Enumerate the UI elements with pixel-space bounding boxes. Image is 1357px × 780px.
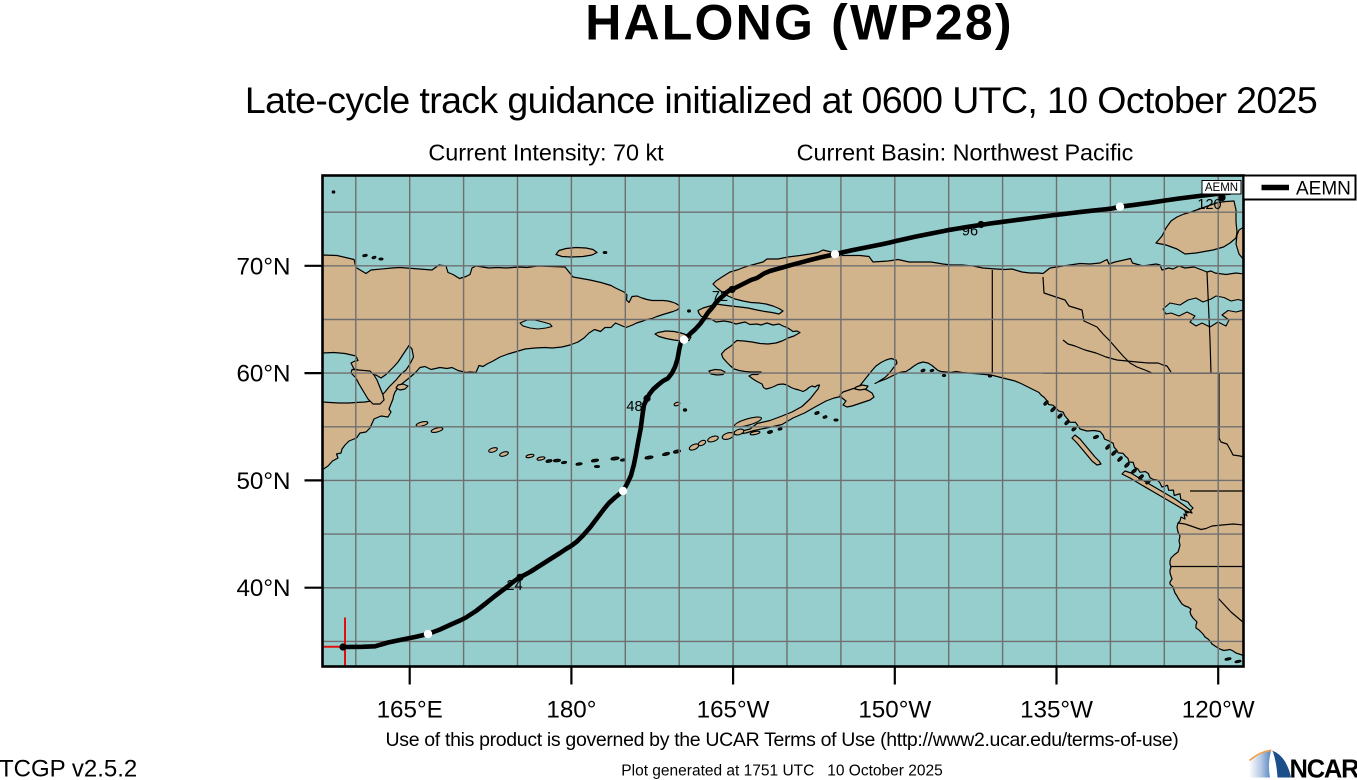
- svg-text:TCGP v2.5.2: TCGP v2.5.2: [0, 756, 137, 780]
- svg-text:60°N: 60°N: [236, 361, 290, 388]
- svg-text:120°W: 120°W: [1182, 697, 1255, 724]
- svg-text:150°W: 150°W: [858, 697, 931, 724]
- svg-text:120: 120: [1197, 197, 1221, 213]
- svg-text:48: 48: [626, 399, 642, 415]
- svg-text:165°W: 165°W: [697, 697, 770, 724]
- svg-text:Plot generated at 1751 UTC 1: Plot generated at 1751 UTC 10 October 20…: [621, 763, 942, 780]
- svg-text:AEMN: AEMN: [1296, 179, 1351, 200]
- svg-text:180°: 180°: [546, 697, 596, 724]
- svg-text:70°N: 70°N: [236, 253, 290, 280]
- svg-text:50°N: 50°N: [236, 468, 290, 495]
- svg-text:40°N: 40°N: [236, 575, 290, 602]
- svg-text:NCAR: NCAR: [1290, 756, 1357, 780]
- svg-text:165°E: 165°E: [377, 697, 443, 724]
- svg-text:Current Basin: Northwest Pacif: Current Basin: Northwest Pacific: [797, 140, 1134, 166]
- svg-text:Current Intensity: 70 kt: Current Intensity: 70 kt: [428, 140, 664, 166]
- svg-text:AEMN: AEMN: [1205, 182, 1238, 194]
- svg-text:Use of this product is governe: Use of this product is governed by the U…: [386, 729, 1179, 751]
- svg-text:HALONG (WP28): HALONG (WP28): [585, 0, 1014, 51]
- svg-text:Late-cycle track guidance init: Late-cycle track guidance initialized at…: [245, 79, 1317, 121]
- svg-text:135°W: 135°W: [1020, 697, 1093, 724]
